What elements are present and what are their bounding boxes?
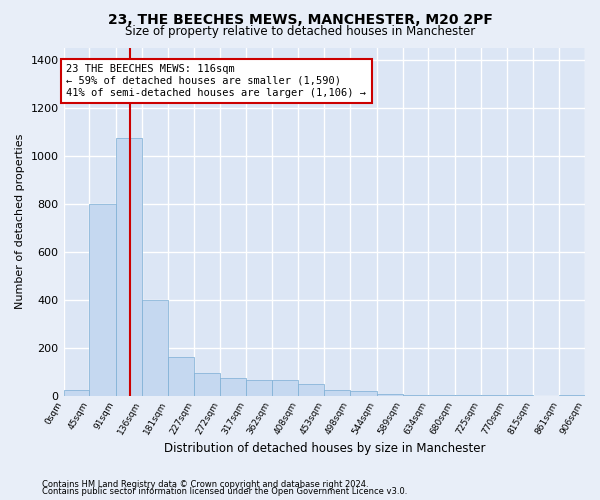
Bar (377, 394, 403, 396)
Bar (403, 394, 428, 396)
Bar (220, 378, 246, 396)
Bar (64, 390, 89, 396)
Bar (428, 394, 455, 396)
Text: Contains HM Land Registry data © Crown copyright and database right 2024.: Contains HM Land Registry data © Crown c… (42, 480, 368, 489)
Bar (142, 300, 168, 396)
Bar (89, 204, 116, 396)
Text: 23 THE BEECHES MEWS: 116sqm
← 59% of detached houses are smaller (1,590)
41% of : 23 THE BEECHES MEWS: 116sqm ← 59% of det… (67, 64, 367, 98)
Y-axis label: Number of detached properties: Number of detached properties (15, 134, 25, 309)
Bar (272, 380, 298, 396)
Bar (324, 390, 350, 396)
X-axis label: Distribution of detached houses by size in Manchester: Distribution of detached houses by size … (164, 442, 485, 455)
Text: Size of property relative to detached houses in Manchester: Size of property relative to detached ho… (125, 25, 475, 38)
Bar (246, 380, 272, 396)
Bar (298, 384, 324, 396)
Text: Contains public sector information licensed under the Open Government Licence v3: Contains public sector information licen… (42, 487, 407, 496)
Text: 23, THE BEECHES MEWS, MANCHESTER, M20 2PF: 23, THE BEECHES MEWS, MANCHESTER, M20 2P… (107, 12, 493, 26)
Bar (194, 373, 220, 396)
Bar (116, 138, 142, 396)
Bar (168, 357, 194, 396)
Bar (350, 391, 377, 396)
